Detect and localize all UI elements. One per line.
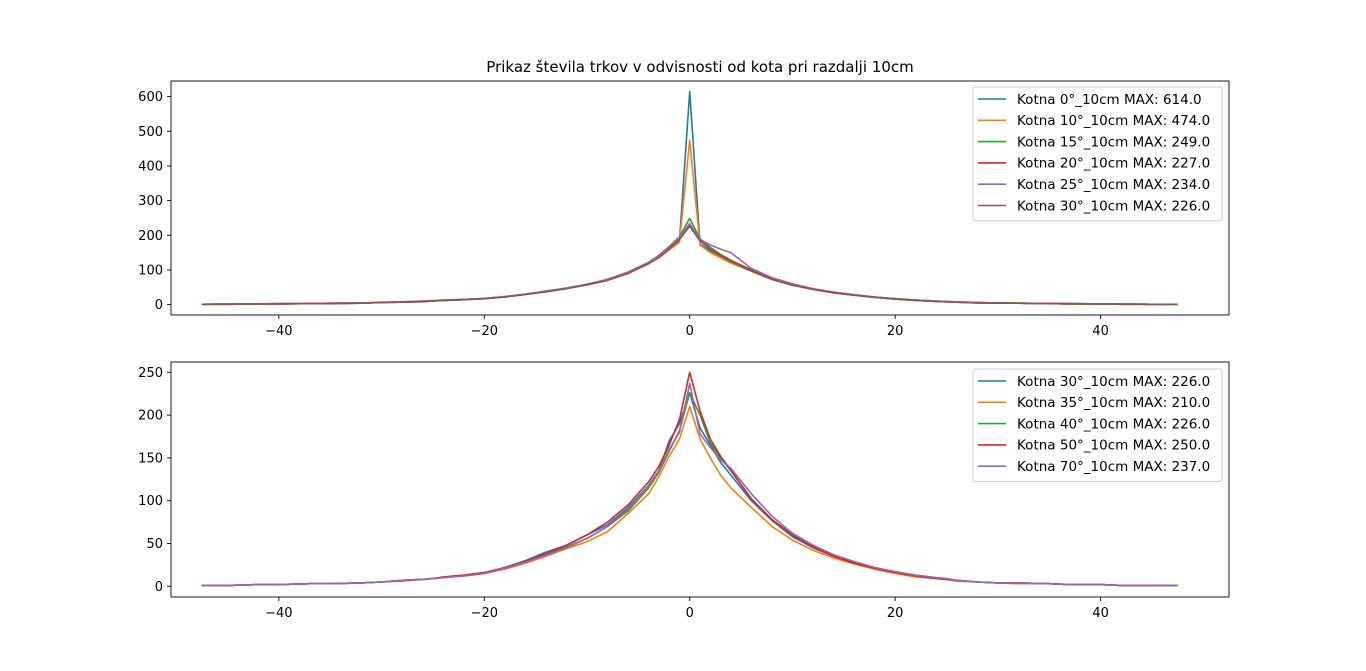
y-tick-label: 50	[146, 537, 163, 552]
legend-entry: Kotna 10°_10cm MAX: 474.0	[1017, 113, 1210, 129]
legend-box	[972, 368, 1223, 482]
series-group	[201, 371, 1178, 587]
x-tick-label: 40	[1092, 606, 1109, 621]
series-line-4	[201, 382, 1178, 587]
x-tick-label: −20	[471, 606, 498, 621]
series-line-5	[201, 225, 1178, 306]
x-tick-label: −20	[471, 324, 498, 339]
legend-entry: Kotna 20°_10cm MAX: 227.0	[1017, 156, 1210, 172]
x-tick-label: 0	[686, 324, 694, 339]
legend: Kotna 30°_10cm MAX: 226.0 Kotna 35°_10cm …	[972, 368, 1223, 482]
subplot-bottom: −40 −20 0 20 40 0 50 100 150 200 250 Kotna 30°_10cm…	[138, 361, 1230, 621]
y-tick-label: 100	[138, 263, 163, 278]
legend-entry: Kotna 30°_10cm MAX: 226.0	[1017, 198, 1210, 214]
figure-title: Prikaz števila trkov v odvisnosti od kot…	[486, 58, 913, 76]
y-tick-label: 0	[155, 580, 163, 595]
y-tick-label: 0	[155, 298, 163, 313]
y-tick-label: 400	[138, 159, 163, 174]
y-tick-label: 100	[138, 494, 163, 509]
legend-entry: Kotna 50°_10cm MAX: 250.0	[1017, 438, 1210, 454]
legend-entry: Kotna 30°_10cm MAX: 226.0	[1017, 374, 1210, 390]
y-tick-label: 200	[138, 409, 163, 424]
legend-entry: Kotna 40°_10cm MAX: 226.0	[1017, 416, 1210, 432]
series-line-4	[201, 222, 1178, 306]
axes-frame	[170, 80, 1230, 316]
x-tick-label: −40	[265, 324, 292, 339]
y-tick-label: 200	[138, 229, 163, 244]
x-tick-label: −40	[265, 606, 292, 621]
legend: Kotna 0°_10cm MAX: 614.0 Kotna 10°_10cm M…	[972, 86, 1223, 222]
x-tick-label: 0	[686, 606, 694, 621]
y-tick-label: 500	[138, 125, 163, 140]
legend-entry: Kotna 0°_10cm MAX: 614.0	[1017, 92, 1202, 108]
series-line-3	[201, 225, 1178, 306]
y-tick-label: 600	[138, 90, 163, 105]
legend-entry: Kotna 15°_10cm MAX: 249.0	[1017, 134, 1210, 150]
legend-entry: Kotna 70°_10cm MAX: 237.0	[1017, 459, 1210, 475]
legend-entry: Kotna 25°_10cm MAX: 234.0	[1017, 177, 1210, 193]
y-tick-label: 300	[138, 194, 163, 209]
x-tick-label: 20	[887, 324, 904, 339]
series-group	[201, 90, 1178, 306]
series-line-2	[201, 217, 1178, 306]
x-tick-label: 20	[887, 606, 904, 621]
y-tick-label: 250	[138, 366, 163, 381]
y-tick-label: 150	[138, 451, 163, 466]
legend-entry: Kotna 35°_10cm MAX: 210.0	[1017, 395, 1210, 411]
axes-frame	[170, 361, 1230, 598]
x-tick-label: 40	[1092, 324, 1109, 339]
legend-box	[972, 86, 1223, 222]
